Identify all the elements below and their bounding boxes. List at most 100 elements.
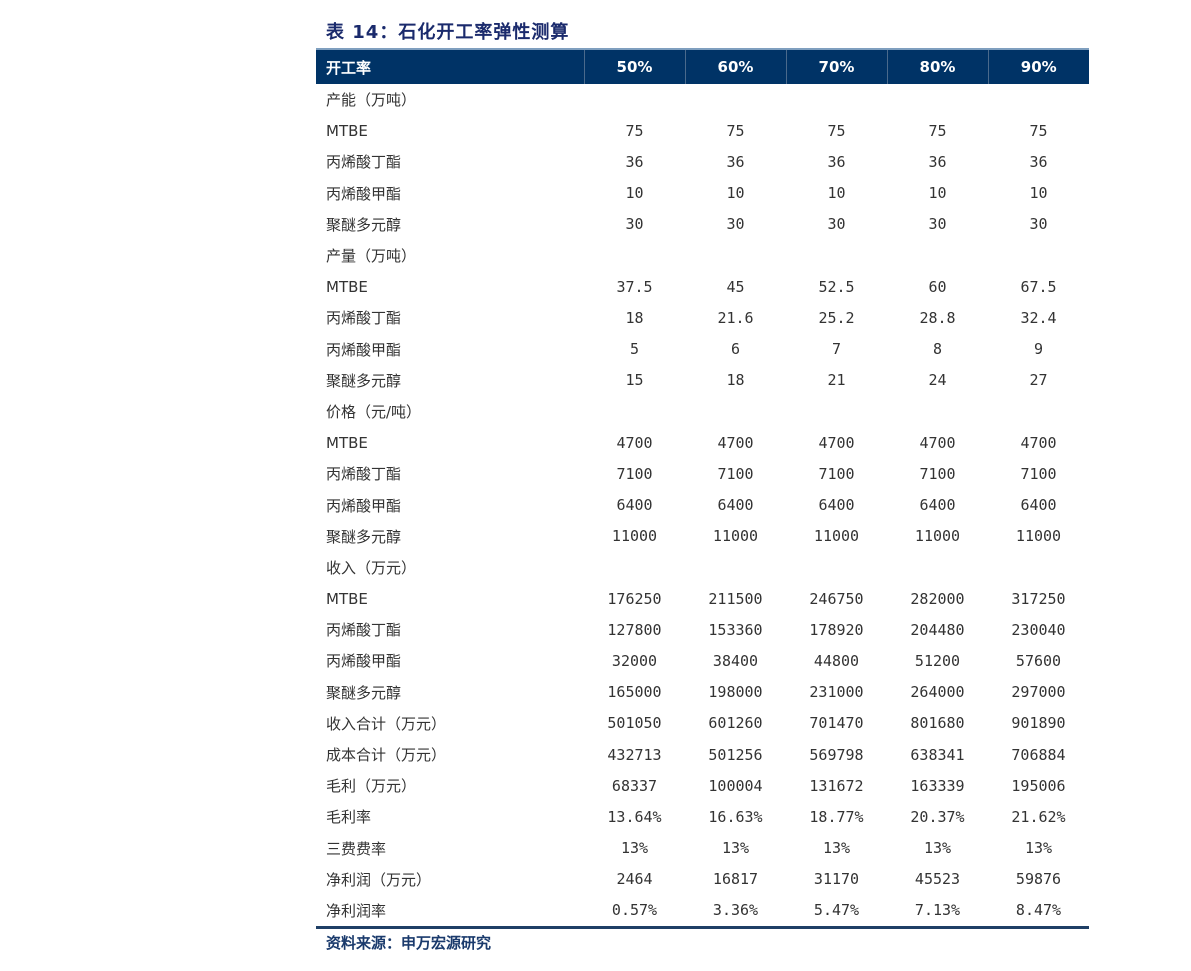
cell-value: 13% [620, 839, 649, 858]
row-label: 毛利（万元） [326, 777, 417, 796]
cell-value: 432713 [607, 745, 662, 764]
cell-value: 30 [726, 215, 745, 234]
cell-value: 3.36% [685, 894, 786, 930]
cell-value: 7100 [919, 464, 956, 483]
table-title: 表 14：石化开工率弹性测算 [326, 22, 570, 43]
source-note: 资料来源：申万宏源研究 [326, 934, 492, 952]
cell-value [887, 84, 988, 115]
cell-value: 13% [721, 839, 750, 858]
row-label: 成本合计（万元） [326, 746, 447, 765]
cell-value: 37.5 [616, 277, 653, 296]
cell-value: 4700 [1020, 433, 1057, 452]
cell-value: 30 [928, 215, 947, 234]
cell-value: 75 [625, 121, 644, 140]
cell-value: 67.5 [1020, 277, 1057, 296]
cell-value: 7100 [1020, 464, 1057, 483]
row-label: MTBE [326, 277, 368, 296]
row-label: 产能（万吨） [326, 91, 417, 110]
cell-value: 75 [726, 121, 745, 140]
cell-value [988, 84, 1089, 115]
row-label: 丙烯酸丁酯 [326, 465, 402, 484]
cell-value: 901890 [1011, 714, 1066, 733]
cell-value: 131672 [809, 776, 864, 795]
row-label: 丙烯酸甲酯 [326, 496, 402, 515]
cell-value [584, 84, 685, 115]
cell-value: 11000 [813, 527, 860, 546]
cell-value [685, 552, 786, 583]
cell-value: 230040 [1011, 620, 1066, 639]
table-row: 毛利率 13.64% 16.63% 18.77% 20.37% 21.62% [316, 801, 1089, 832]
table-row: MTBE 176250 211500 246750 282000 317250 [316, 583, 1089, 614]
cell-value: 701470 [809, 714, 864, 733]
cell-value: 32000 [611, 651, 658, 670]
cell-value: 195006 [1011, 776, 1066, 795]
cell-value: 8 [932, 340, 943, 359]
cell-value: 45 [726, 277, 745, 296]
cell-value [685, 84, 786, 115]
table-row: MTBE 75 75 75 75 75 [316, 115, 1089, 146]
cell-value: 7100 [616, 464, 653, 483]
cell-value: 11000 [712, 527, 759, 546]
cell-value: 501050 [607, 714, 662, 733]
cell-value: 198000 [708, 683, 763, 702]
table-row: 聚醚多元醇 11000 11000 11000 11000 11000 [316, 521, 1089, 552]
header-column: 60% [684, 48, 786, 84]
cell-value [786, 240, 887, 271]
row-label: 毛利率 [326, 808, 372, 827]
header-label: 开工率 [316, 48, 584, 84]
cell-value: 11000 [914, 527, 961, 546]
cell-value: 36 [928, 152, 947, 171]
cell-value: 211500 [708, 589, 763, 608]
cell-value [988, 552, 1089, 583]
cell-value [584, 240, 685, 271]
cell-value: 21.62% [1011, 807, 1066, 826]
cell-value: 25.2 [818, 308, 855, 327]
cell-value [685, 396, 786, 427]
cell-value: 4700 [616, 433, 653, 452]
cell-value: 75 [1029, 121, 1048, 140]
cell-value: 264000 [910, 683, 965, 702]
cell-value: 0.57% [584, 894, 685, 930]
cell-value: 16.63% [708, 807, 763, 826]
cell-value: 8.47% [988, 894, 1089, 930]
row-label: 丙烯酸甲酯 [326, 340, 402, 359]
cell-value: 16817 [712, 870, 759, 889]
cell-value: 7.13% [887, 894, 988, 930]
cell-value: 10 [625, 184, 644, 203]
cell-value: 6400 [717, 496, 754, 515]
cell-value: 100004 [708, 776, 763, 795]
cell-value: 15 [625, 371, 644, 390]
cell-value: 36 [726, 152, 745, 171]
table-row: 聚醚多元醇 15 18 21 24 27 [316, 365, 1089, 396]
cell-value: 30 [1029, 215, 1048, 234]
cell-value: 31170 [813, 870, 860, 889]
row-label: 收入合计（万元） [326, 714, 447, 733]
table-row: 聚醚多元醇 165000 198000 231000 264000 297000 [316, 677, 1089, 708]
cell-value: 38400 [712, 651, 759, 670]
cell-value: 204480 [910, 620, 965, 639]
table-row: 聚醚多元醇 30 30 30 30 30 [316, 209, 1089, 240]
cell-value: 18 [726, 371, 745, 390]
table-row: 净利润率 0.57% 3.36% 5.47% 7.13% 8.47% [316, 894, 1089, 930]
cell-value [584, 552, 685, 583]
cell-value: 4700 [919, 433, 956, 452]
cell-value: 68337 [611, 776, 658, 795]
cell-value: 13.64% [607, 807, 662, 826]
row-label: 产量（万吨） [326, 247, 417, 266]
cell-value: 10 [928, 184, 947, 203]
cell-value: 18.77% [809, 807, 864, 826]
cell-value: 21.6 [717, 308, 754, 327]
cell-value: 75 [827, 121, 846, 140]
cell-value: 231000 [809, 683, 864, 702]
table-row: 丙烯酸甲酯 6400 6400 6400 6400 6400 [316, 489, 1089, 520]
table-row: 净利润（万元） 2464 16817 31170 45523 59876 [316, 864, 1089, 895]
cell-value: 20.37% [910, 807, 965, 826]
cell-value: 9 [1033, 340, 1044, 359]
cell-value: 501256 [708, 745, 763, 764]
header-column: 70% [785, 48, 887, 84]
cell-value: 282000 [910, 589, 965, 608]
row-label: 聚醚多元醇 [326, 371, 402, 390]
cell-value: 178920 [809, 620, 864, 639]
table-row: 丙烯酸甲酯 5 6 7 8 9 [316, 334, 1089, 365]
cell-value: 2464 [616, 870, 653, 889]
